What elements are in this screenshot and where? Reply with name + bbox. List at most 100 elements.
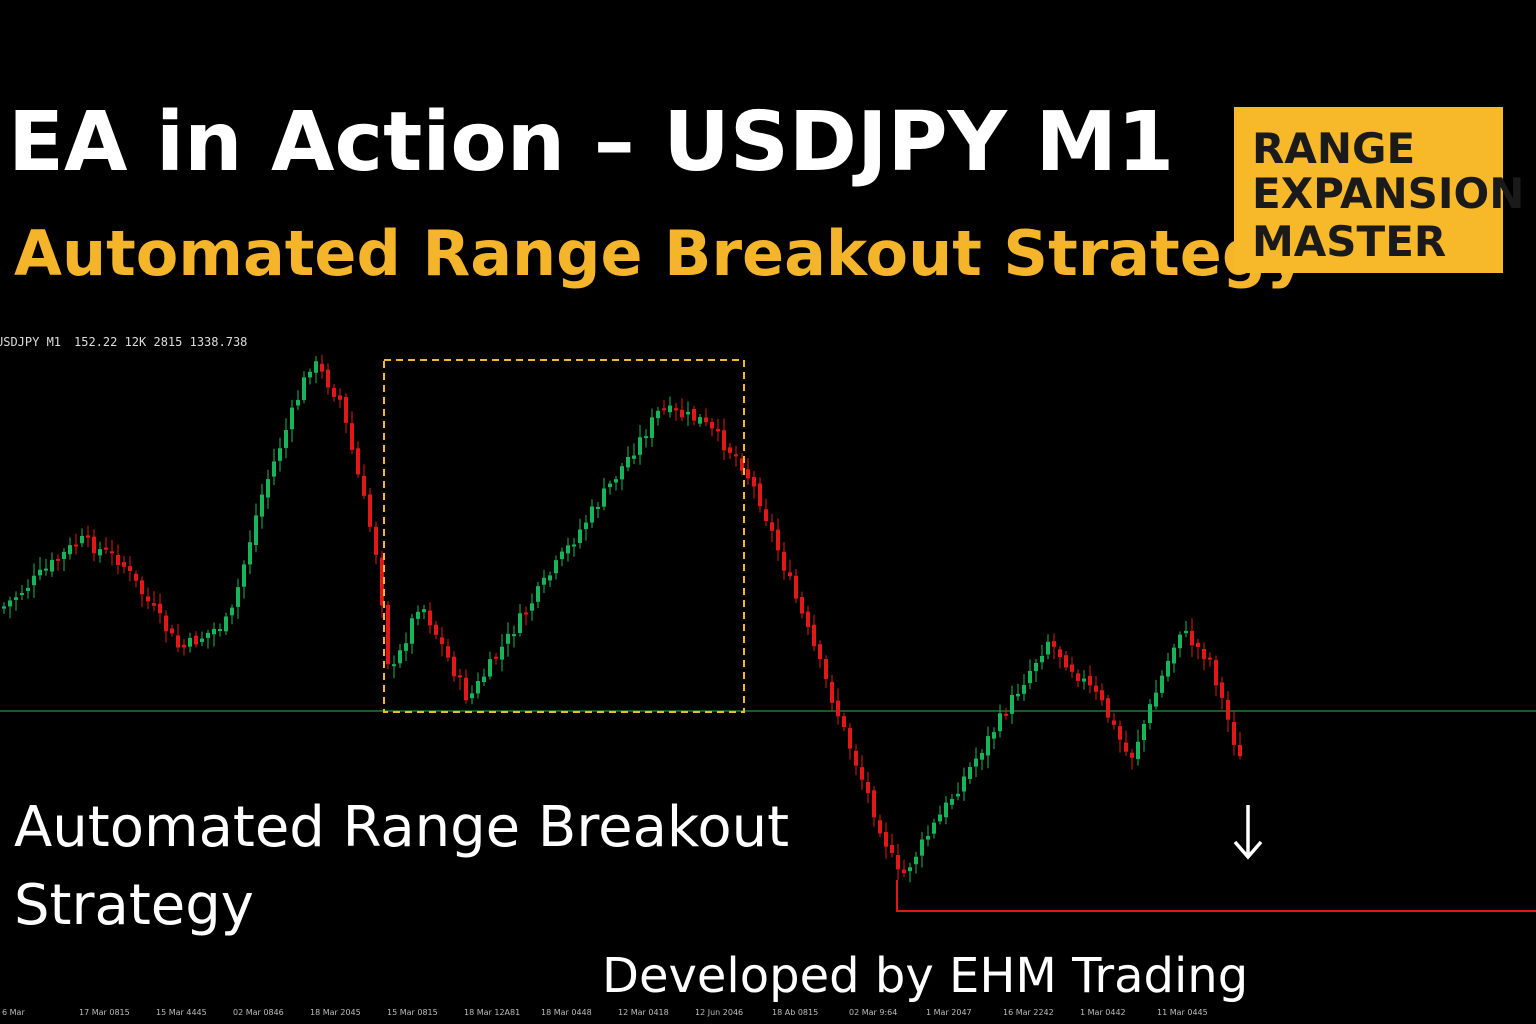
candle-body [80,535,84,544]
candle-body [182,644,186,648]
candle-body [1136,741,1140,760]
title: EA in Action – USDJPY M1 [8,95,1174,190]
candle-body [458,675,462,678]
candle-body [974,758,978,767]
candle-body [920,839,924,856]
candle-body [320,363,324,372]
badge-line: MASTER [1252,217,1446,266]
candle-body [308,371,312,378]
candle-body [728,447,732,453]
candle-body [776,529,780,551]
candle-body [1028,670,1032,684]
candle-body [596,506,600,509]
candle-body [986,736,990,756]
candle-body [614,479,618,483]
candle-body [62,551,66,560]
candles [2,354,1242,883]
x-label: 18 Ab 0815 [772,1008,818,1017]
candle-body [746,469,750,479]
candle-body [140,580,144,595]
candle-body [290,407,294,430]
candle-body [806,611,810,628]
x-label: 18 Mar 0448 [541,1008,592,1017]
candle-body [494,656,498,659]
x-label: 12 Mar 0418 [618,1008,669,1017]
candle-body [752,476,756,487]
candle-body [86,535,90,538]
candle-body [1046,641,1050,655]
candle-body [176,635,180,648]
candle-body [1220,682,1224,698]
candle-body [188,637,192,647]
candle-body [152,603,156,606]
candle-body [992,732,996,739]
candle-body [554,560,558,574]
candle-body [1166,660,1170,677]
candle-body [800,597,804,614]
x-label: 15 Mar 0815 [387,1008,438,1017]
candle-body [812,624,816,647]
candle-body [386,604,390,665]
x-label: 02 Mar 9:64 [849,1008,897,1017]
candle-body [584,522,588,530]
breakout-line [896,880,1536,912]
x-label: 11 Mar 0445 [1157,1008,1208,1017]
candle-body [512,634,516,637]
candle-body [1088,675,1092,686]
candle-body [758,483,762,507]
candle-body [956,793,960,797]
candle-body [1196,642,1200,648]
candle-body [860,767,864,780]
candle-body [122,562,126,567]
candle-body [134,573,138,581]
candle-body [1016,693,1020,697]
candle-body [212,628,216,635]
candle-body [470,693,474,699]
candle-body [506,633,510,644]
candle-body [1142,723,1146,741]
candle-body [1226,699,1230,720]
candle-body [8,600,12,607]
candle-body [950,799,954,805]
candle-body [764,509,768,522]
candle-body [14,597,18,600]
candle-body [542,577,546,585]
candle-body [1040,655,1044,663]
candle-body [266,479,270,498]
candle-body [782,551,786,571]
candle-body [422,609,426,613]
x-label: 1 Mar 2047 [926,1008,972,1017]
candle-body [260,494,264,517]
candle-body [284,430,288,448]
candle-body [1202,648,1206,660]
candle-body [890,844,894,854]
candle-body [662,408,666,411]
candle-body [200,638,204,642]
candle-body [434,624,438,635]
candle-body [836,700,840,717]
candle-body [476,681,480,694]
candle-body [1106,698,1110,718]
candle-body [50,559,54,572]
x-label: 17 Mar 0815 [79,1008,130,1017]
candle-body [254,515,258,546]
x-label: 02 Mar 0846 [233,1008,284,1017]
candle-body [44,568,48,571]
candle-body [1034,662,1038,672]
candle-body [1076,673,1080,681]
candle-body [716,428,720,432]
candle-body [1190,630,1194,646]
candle-body [332,387,336,397]
candle-body [488,659,492,677]
candle-body [1232,722,1236,745]
candle-body [824,659,828,680]
candle-body [926,835,930,840]
candle-body [938,814,942,822]
candle-body [524,612,528,615]
candle-body [566,545,570,554]
candle-body [350,423,354,450]
candle-body [440,637,444,645]
candle-body [1118,726,1122,740]
x-label: 1 Mar 0442 [1080,1008,1126,1017]
candle-body [626,457,630,468]
